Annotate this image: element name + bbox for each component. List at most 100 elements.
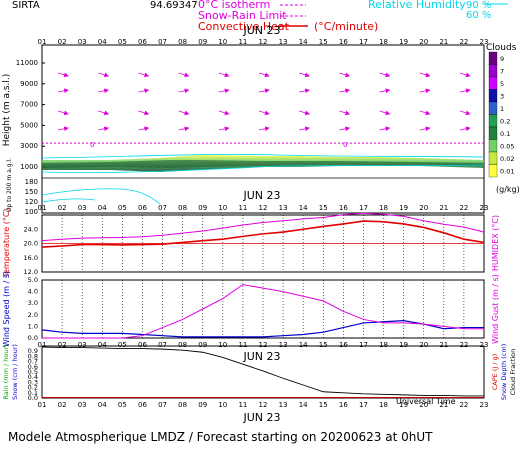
hour-label-top: 16 bbox=[339, 38, 348, 46]
wind-arrow bbox=[419, 72, 431, 78]
hour-label-height: 22 bbox=[459, 204, 468, 212]
hour-label-wind: 21 bbox=[439, 341, 448, 349]
wind-arrow bbox=[339, 110, 351, 116]
temperature-yticks: 24.0 20.0 16.0 12.0 bbox=[24, 225, 38, 276]
cloud-colorbar: Clouds 9 7 5 3 1 0.2 0.1 0.05 0.02 0.01 (g/kg) bbox=[486, 43, 520, 194]
wind-ylabel: Wind Speed (m / s) bbox=[2, 271, 11, 347]
wind-arrow bbox=[98, 88, 110, 94]
meteogram-chart: SIRTA 94.69347 0°C isotherm Snow-Rain Li… bbox=[2, 0, 520, 424]
w-ytick: 2.0 bbox=[28, 311, 38, 319]
hour-label-bottom: 23 bbox=[480, 401, 489, 409]
wind-arrow bbox=[258, 88, 270, 94]
hour-label-height: 03 bbox=[78, 204, 87, 212]
snow-ylabel: Snow (cm / hour) bbox=[11, 344, 19, 400]
hour-label-wind: 15 bbox=[319, 341, 328, 349]
height-ytick-low: 120 bbox=[25, 198, 38, 206]
hour-label-height: 04 bbox=[98, 204, 107, 212]
hour-label-height: 02 bbox=[58, 204, 67, 212]
wind-arrow bbox=[379, 88, 391, 94]
colorbar-cell bbox=[488, 151, 498, 165]
hour-label-top: 07 bbox=[158, 38, 167, 46]
height-ytick-low: 180 bbox=[25, 178, 38, 186]
wind-arrow bbox=[258, 126, 270, 132]
hour-label-bottom: 03 bbox=[78, 401, 87, 409]
p-ytick: 0.8 bbox=[28, 352, 38, 360]
hour-label-height: 13 bbox=[279, 204, 288, 212]
p-ytick: 0.6 bbox=[28, 363, 38, 371]
hour-labels-bottom: 01 02 03 04 05 06 07 08 09 10 11 12 13 14 15 16 17 18 19 20… bbox=[38, 401, 489, 409]
height-panel: JUN 23 01 02 03 04 05 06 07 08 09 10 11 12 13 14 15 16 1… bbox=[2, 24, 520, 216]
precip-yticks: 0.90.80.70.60.50.40.30.20.10.0 bbox=[28, 347, 38, 402]
cloud-fraction-line bbox=[41, 346, 484, 397]
hour-label-wind: 10 bbox=[218, 341, 227, 349]
wind-arrow bbox=[178, 88, 190, 94]
wind-arrows bbox=[57, 72, 471, 132]
hour-label-height: 19 bbox=[399, 204, 408, 212]
date-label-wind: JUN 23 bbox=[242, 350, 280, 363]
colorbar-tick: 9 bbox=[500, 55, 504, 63]
height-ylabel-low: Up to 200 m a.g.l. bbox=[6, 158, 13, 212]
wind-arrow bbox=[218, 110, 230, 116]
wind-arrow bbox=[58, 88, 69, 94]
hour-label-bottom: 10 bbox=[218, 401, 227, 409]
w-ytick: 3.0 bbox=[28, 299, 38, 307]
t-ytick: 20.0 bbox=[24, 240, 38, 248]
wind-arrow bbox=[98, 72, 110, 78]
p-ytick: 0.7 bbox=[28, 358, 38, 366]
wind-arrow bbox=[218, 88, 230, 94]
rain-ylabel: Rain (mm / hour) bbox=[2, 344, 10, 399]
hour-label-top: 23 bbox=[480, 38, 489, 46]
colorbar-unit: (g/kg) bbox=[496, 185, 520, 194]
date-label-top: JUN 23 bbox=[242, 24, 280, 37]
date-label-bottom: JUN 23 bbox=[242, 411, 280, 424]
wind-arrow bbox=[379, 110, 391, 116]
hour-label-height: 10 bbox=[218, 204, 227, 212]
temperature-line bbox=[41, 220, 485, 248]
p-ytick: 0.5 bbox=[28, 368, 38, 376]
snowdepth-ylabel: Snow Depth (cm) bbox=[500, 344, 508, 400]
hour-label-top: 12 bbox=[259, 38, 268, 46]
hour-label-bottom: 06 bbox=[138, 401, 147, 409]
colorbar-cell bbox=[488, 89, 498, 103]
colorbar-cell bbox=[488, 139, 498, 153]
hour-label-bottom: 05 bbox=[118, 401, 127, 409]
wind-arrow bbox=[299, 126, 310, 132]
w-ytick: 0.0 bbox=[28, 334, 38, 342]
hour-label-top: 22 bbox=[459, 38, 468, 46]
wind-arrow bbox=[58, 126, 69, 132]
hour-label-bottom: 07 bbox=[158, 401, 167, 409]
wind-arrow bbox=[98, 126, 110, 132]
rh-contour-1 bbox=[41, 154, 485, 159]
hour-label-top: 15 bbox=[319, 38, 328, 46]
hour-label-top: 08 bbox=[178, 38, 187, 46]
legend-convective: Convective Heat bbox=[198, 20, 290, 33]
colorbar-cell bbox=[488, 101, 498, 115]
height-ytick: 11000 bbox=[16, 59, 38, 67]
colorbar-tick: 0.05 bbox=[500, 143, 514, 151]
wind-gust-line bbox=[42, 284, 484, 339]
legend-convective-unit: (°C/minute) bbox=[314, 20, 378, 33]
hour-label-top: 13 bbox=[279, 38, 288, 46]
hour-label-bottom: 15 bbox=[319, 401, 328, 409]
hour-label-bottom: 08 bbox=[178, 401, 187, 409]
time-axis-label: Universal Time bbox=[396, 397, 456, 406]
colorbar-tick: 3 bbox=[500, 93, 504, 101]
height-ytick: 5000 bbox=[20, 121, 38, 129]
hour-label-height: 09 bbox=[198, 204, 207, 212]
hour-labels-height-bottom: 01 02 03 04 05 06 07 08 09 10 11 12 13 14 15 16 17 18 19 20… bbox=[38, 204, 489, 212]
hour-labels-wind: 01 02 03 04 05 06 07 08 09 10 11 12 13 14 15 16 17 18 19 20… bbox=[38, 341, 489, 349]
hour-label-wind: 14 bbox=[299, 341, 308, 349]
hour-label-wind: 17 bbox=[359, 341, 368, 349]
p-ytick: 0.0 bbox=[28, 394, 38, 402]
t-ytick: 16.0 bbox=[24, 254, 38, 262]
hour-label-top: 04 bbox=[98, 38, 107, 46]
footer-caption: Modele Atmospherique LMDZ / Forecast sta… bbox=[8, 430, 433, 444]
hour-label-wind: 03 bbox=[78, 341, 87, 349]
wind-arrow bbox=[258, 110, 270, 116]
wind-arrow bbox=[178, 72, 190, 78]
hour-label-top: 05 bbox=[118, 38, 127, 46]
wind-arrow bbox=[138, 110, 150, 116]
height-ylabel: Height (m a.s.l.) bbox=[2, 74, 12, 147]
wind-arrow bbox=[258, 72, 270, 78]
